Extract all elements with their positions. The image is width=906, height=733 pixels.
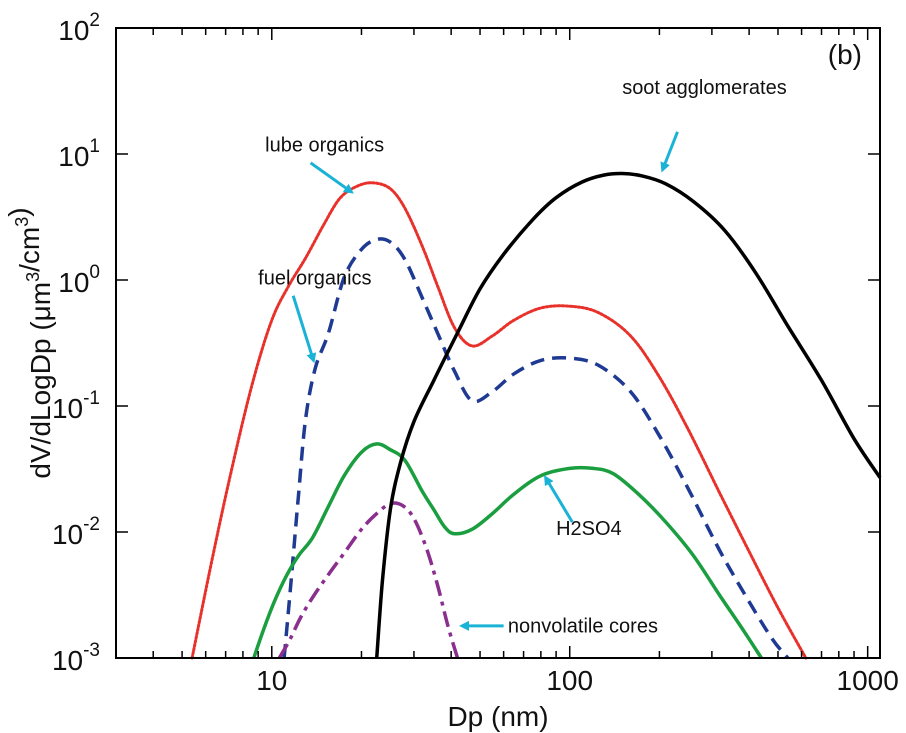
series-h2so4 — [252, 442, 763, 659]
annotation-fuel-organics: fuel organics — [258, 268, 372, 364]
series-nonvolatile-cores — [277, 501, 460, 659]
series-fuel-organics — [282, 237, 790, 660]
x-tick-label: 10 — [256, 665, 287, 696]
annotation-label: soot agglomerates — [622, 77, 787, 99]
series-lube-organics — [190, 181, 808, 660]
annotation-nonvolatile-cores: nonvolatile cores — [459, 615, 658, 637]
annotation-lube-organics: lube organics — [265, 134, 384, 194]
y-tick-label: 10-3 — [52, 640, 100, 676]
annotation-label: nonvolatile cores — [508, 615, 658, 637]
y-tick-label: 100 — [58, 262, 100, 298]
series-layer — [190, 171, 882, 660]
annotation-soot-agglomerates: soot agglomerates — [622, 77, 787, 173]
x-tick-label: 100 — [546, 665, 593, 696]
annotation-arrow — [660, 131, 679, 173]
y-tick-label: 101 — [58, 136, 100, 172]
panel-label: (b) — [828, 39, 862, 70]
ticks-layer: 10 100 1000 10-3 10-2 10-1 100 101 102 — [52, 10, 899, 696]
annotations-layer: lube organics fuel organics soot agglomera… — [258, 77, 787, 637]
x-tick-label: 1000 — [837, 665, 899, 696]
annotation-arrow — [544, 475, 574, 523]
annotation-label: lube organics — [265, 134, 384, 156]
series-soot-agglomerates — [374, 171, 882, 659]
plot-frame — [115, 27, 881, 659]
y-tick-label: 10-1 — [52, 388, 100, 424]
x-axis-label: Dp (nm) — [447, 701, 548, 732]
y-axis-label: dV/dLogDp (μm3/cm3) — [3, 207, 56, 478]
y-tick-label: 10-2 — [52, 514, 100, 550]
annotation-label: H2SO4 — [556, 518, 622, 540]
annotation-arrow — [309, 161, 354, 194]
annotation-h2so4: H2SO4 — [544, 475, 622, 540]
y-tick-label: 102 — [58, 10, 100, 46]
annotation-label: fuel organics — [258, 268, 371, 290]
annotation-arrow — [291, 295, 317, 364]
